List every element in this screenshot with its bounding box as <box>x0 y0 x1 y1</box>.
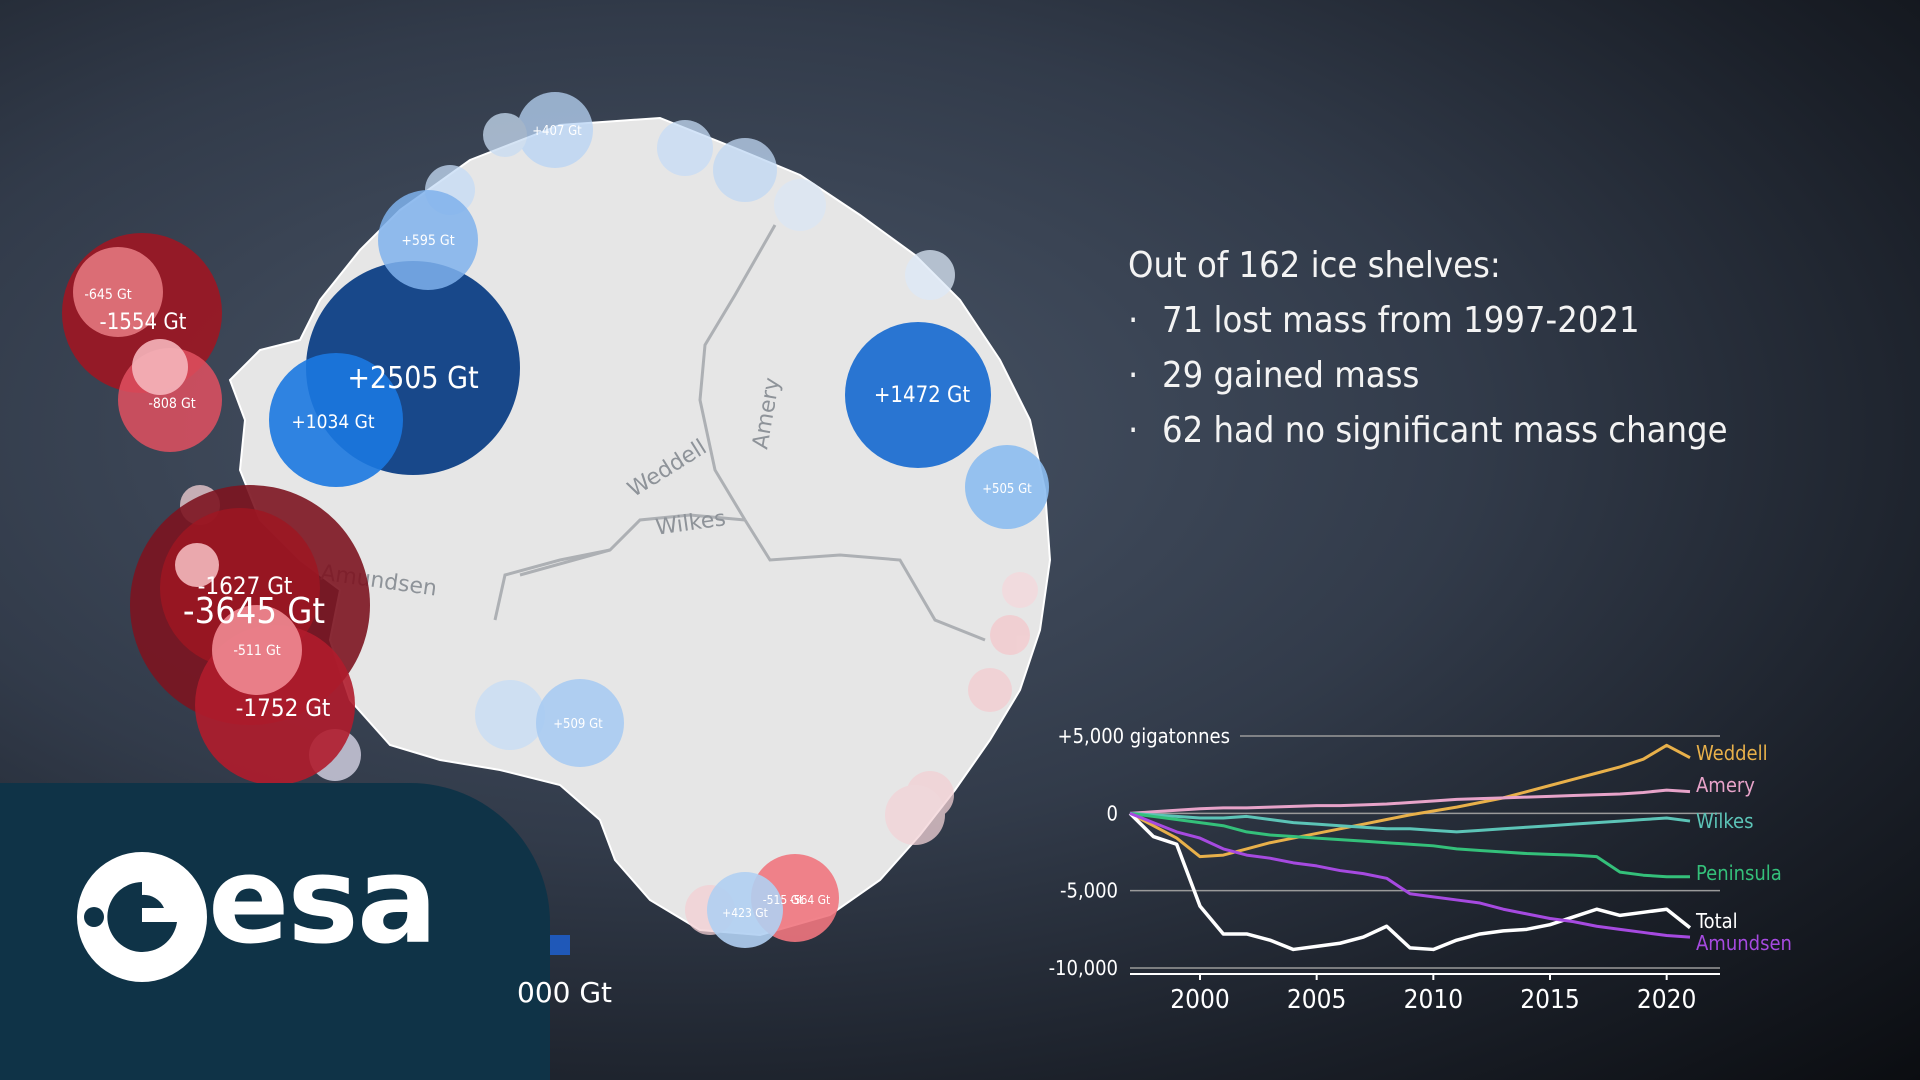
y-tick-label: -10,000 <box>1049 956 1118 980</box>
summary-item: · 62 had no significant mass change <box>1128 410 1728 451</box>
series-line-total <box>1128 812 1692 952</box>
series-label-peninsula: Peninsula <box>1696 861 1782 885</box>
gain-bubbles <box>269 190 1049 948</box>
loss-bubbles <box>62 233 839 942</box>
series-label-weddell: Weddell <box>1696 741 1768 765</box>
x-tick-label: 2010 <box>1404 985 1464 1015</box>
y-tick-label: 0 <box>1107 801 1118 825</box>
esa-logo-icon <box>77 852 207 982</box>
shelf-label: -1554 Gt <box>100 310 187 335</box>
series-label-amundsen: Amundsen <box>1696 931 1792 955</box>
shelf-label: -3645 Gt <box>183 591 325 632</box>
shelf-label: -511 Gt <box>233 643 280 659</box>
summary-item: · 29 gained mass <box>1128 355 1420 396</box>
x-tick-label: 2000 <box>1170 985 1230 1015</box>
series-line-amundsen <box>1129 811 1691 939</box>
shelf-label: +1034 Gt <box>291 411 374 433</box>
series-line-peninsula <box>1129 811 1690 879</box>
series-label-amery: Amery <box>1696 773 1755 797</box>
shelf-label: -645 Gt <box>84 287 131 303</box>
series-line-weddell <box>1129 743 1691 859</box>
shelf-label: -564 Gt <box>790 893 831 907</box>
summary-item: · 71 lost mass from 1997-2021 <box>1128 300 1640 341</box>
mass-change-chart: +5,000 gigatonnes 0 -5,000 -10,000 2000 2005 2… <box>1049 724 1792 1015</box>
series-label-total: Total <box>1695 909 1738 933</box>
shelf-label: +407 Gt <box>532 124 582 139</box>
shelf-label: +505 Gt <box>982 482 1032 497</box>
shelf-label: -1752 Gt <box>236 694 331 722</box>
shelf-label: +595 Gt <box>401 233 454 249</box>
shelf-label: -808 Gt <box>148 396 195 412</box>
esa-logo-text: esa <box>208 832 438 971</box>
shelf-label: -1627 Gt <box>198 572 293 600</box>
shelf-label: +423 Gt <box>722 906 768 920</box>
y-tick-label: -5,000 <box>1060 879 1118 903</box>
shelf-label: +2505 Gt <box>347 361 478 396</box>
shelf-label: +1472 Gt <box>874 383 971 408</box>
summary-heading: Out of 162 ice shelves: <box>1128 245 1501 286</box>
y-tick-label: +5,000 gigatonnes <box>1058 724 1230 748</box>
shelf-summary: Out of 162 ice shelves: · 71 lost mass fr… <box>1128 238 1728 458</box>
shelf-label: +509 Gt <box>553 717 603 732</box>
basin-boundaries <box>493 224 986 642</box>
series-line-amery <box>1129 788 1691 815</box>
shelf-label: -515 Gt <box>763 893 804 907</box>
x-tick-label: 2015 <box>1520 985 1580 1015</box>
series-label-wilkes: Wilkes <box>1696 809 1754 833</box>
x-tick-label: 2020 <box>1637 985 1697 1015</box>
scale-label: 000 Gt <box>517 976 613 1009</box>
x-tick-label: 2005 <box>1287 985 1347 1015</box>
series-line-wilkes <box>1129 811 1691 834</box>
